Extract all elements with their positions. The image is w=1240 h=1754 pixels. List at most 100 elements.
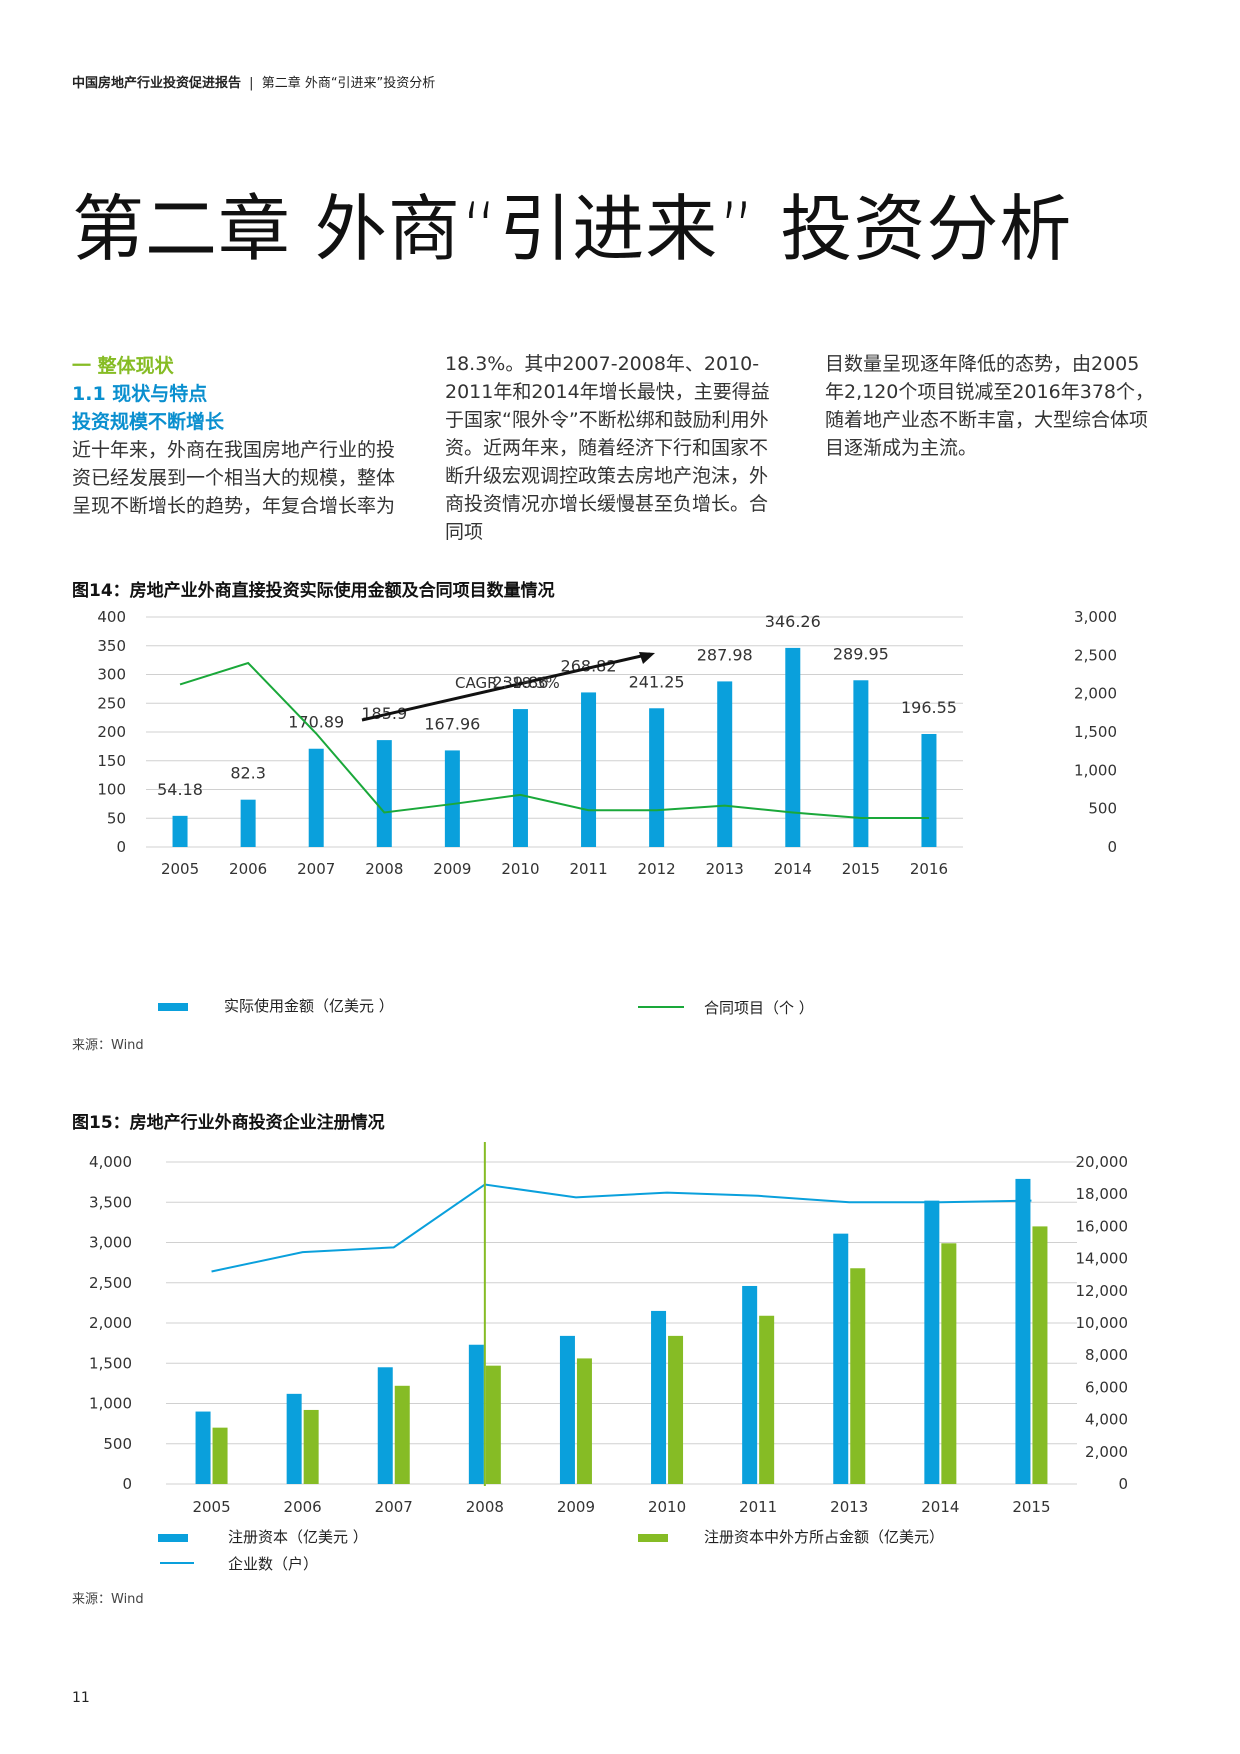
fig15-bar-registered-capital [468, 1344, 484, 1484]
fig14-bar [649, 708, 665, 847]
legend-label-company-count: 企业数（户） [228, 1555, 319, 1573]
fig15-bar-foreign-share [212, 1427, 228, 1484]
header-separator: | [249, 76, 254, 91]
fig14-left-tick-label: 50 [107, 809, 126, 827]
page-title: 第二章 外商“引进来” 投资分析 [72, 187, 1073, 271]
fig15-x-tick-label: 2009 [557, 1498, 595, 1516]
fig15-left-axis: 0 500 1,000 1,500 2,000 2,500 3,000 3,500 4,000 [89, 1153, 132, 1493]
fig14-data-labels: 54.1882.3170.89185.9167.96239.86268.8224… [157, 612, 957, 799]
fig14-data-label: 241.25 [629, 672, 685, 691]
fig14-chart: 0 50 100 150 200 250 300 350 400 0 500 1,000 1,500 2… [97, 608, 1117, 878]
fig15-right-tick-label: 20,000 [1076, 1153, 1129, 1171]
fig14-right-tick-label: 0 [1107, 838, 1117, 856]
fig15-left-tick-label: 2,500 [89, 1274, 132, 1292]
fig14-line [179, 661, 929, 820]
fig15-right-tick-label: 16,000 [1076, 1217, 1129, 1235]
fig15-right-axis: 0 2,000 4,000 6,000 8,000 10,000 12,000 14,000 1… [1076, 1153, 1129, 1493]
fig15-bars [195, 1178, 1048, 1484]
legend-label-line: 合同项目（个 ） [704, 999, 814, 1017]
fig15-right-tick-label: 0 [1118, 1475, 1128, 1493]
fig15-bar-registered-capital [924, 1200, 940, 1484]
fig14-left-tick-label: 400 [97, 608, 126, 626]
fig15-bar-registered-capital [286, 1393, 302, 1484]
fig14-title: 图14：房地产业外商直接投资实际使用金额及合同项目数量情况 [72, 581, 555, 601]
fig15-bar-foreign-share [576, 1358, 592, 1484]
page-number: 11 [72, 1690, 90, 1706]
fig14-x-tick-label: 2008 [365, 860, 403, 878]
section-heading: 一 整体现状 [72, 355, 174, 377]
fig14-x-tick-label: 2010 [501, 860, 539, 878]
fig14-data-label: 170.89 [288, 713, 344, 732]
fig15-line [211, 1183, 1032, 1273]
fig14-right-tick-label: 1,500 [1074, 723, 1117, 741]
fig15-right-tick-label: 12,000 [1076, 1282, 1129, 1300]
fig14-x-axis: 2005 2006 2007 2008 2009 2010 2011 2012 2013 2014… [161, 860, 948, 878]
intro-paragraph-1: 近十年来，外商在我国房地产行业的投资已经发展到一个相当大的规模，整体呈现不断增长… [72, 439, 396, 517]
intro-column-3: 目数量呈现逐年降低的态势，由2005年2,120个项目锐减至2016年378个，… [825, 350, 1155, 462]
fig14-left-tick-label: 250 [97, 694, 126, 712]
fig15-bar-registered-capital [651, 1310, 667, 1484]
fig14-x-tick-label: 2016 [910, 860, 948, 878]
fig15-right-tick-label: 4,000 [1085, 1411, 1128, 1429]
fig15-left-tick-label: 3,500 [89, 1193, 132, 1211]
fig15-gridlines [166, 1161, 1077, 1485]
intro-column-2: 18.3%。其中2007-2008年、2010-2011年和2014年增长最快，… [445, 350, 775, 546]
cagr-label: CAGR : 18.3% [455, 674, 560, 692]
fig14-data-label: 346.26 [765, 612, 821, 631]
fig14-x-tick-label: 2009 [433, 860, 471, 878]
fig15-chart: 05001,0001,5002,0002,5003,0003,5004,000 … [89, 1142, 1129, 1516]
fig15-bar-registered-capital [377, 1367, 393, 1484]
fig15-left-tick-label: 1,000 [89, 1395, 132, 1413]
fig14-bar [853, 680, 869, 847]
fig15-right-tick-label: 2,000 [1085, 1443, 1128, 1461]
fig14-bar [581, 692, 597, 847]
fig14-x-tick-label: 2005 [161, 860, 199, 878]
fig14-bar [240, 799, 256, 847]
fig15-bar-foreign-share [394, 1385, 410, 1484]
fig15-title: 图15：房地产行业外商投资企业注册情况 [72, 1113, 385, 1133]
fig14-bar [308, 748, 324, 847]
fig14-data-label: 167.96 [424, 714, 480, 733]
cagr-arrow: CAGR : 18.3% [361, 652, 655, 722]
fig15-bar-registered-capital [559, 1335, 575, 1484]
fig15-x-tick-label: 2005 [192, 1498, 230, 1516]
legend-swatch-company-count [160, 1562, 194, 1564]
report-name: 中国房地产行业投资促进报告 [72, 76, 242, 91]
legend-label-bar: 实际使用金额（亿美元 ） [224, 997, 394, 1015]
fig15-x-tick-label: 2007 [375, 1498, 413, 1516]
fig14-left-tick-label: 350 [97, 637, 126, 655]
fig15-bar-foreign-share [941, 1243, 957, 1484]
fig15-left-tick-label: 1,500 [89, 1354, 132, 1372]
fig15-x-tick-label: 2011 [739, 1498, 777, 1516]
fig15-x-axis: 2005 2006 2007 2008 2009 2010 2011 2013 2014 2015 [192, 1498, 1050, 1516]
fig14-right-tick-label: 2,500 [1074, 646, 1117, 664]
fig14-left-tick-label: 200 [97, 723, 126, 741]
fig15-x-tick-label: 2006 [284, 1498, 322, 1516]
fig15-bar-foreign-share [850, 1268, 866, 1484]
legend-swatch-bar [158, 1003, 188, 1011]
fig15-left-tick-label: 500 [103, 1435, 132, 1453]
fig14-source: 来源：Wind [72, 1038, 144, 1053]
fig15-right-tick-label: 10,000 [1076, 1314, 1129, 1332]
fig14-data-label: 82.3 [230, 764, 266, 783]
fig14-bars [172, 647, 937, 847]
legend-label-registered-capital: 注册资本（亿美元 ） [228, 1528, 368, 1546]
fig14-left-axis: 0 50 100 150 200 250 300 350 400 [97, 608, 126, 856]
fig15-line-series [211, 1183, 1032, 1273]
fig14-data-label: 287.98 [697, 645, 753, 664]
fig14-left-tick-label: 300 [97, 666, 126, 684]
fig14-data-label: 289.95 [833, 644, 889, 663]
legend-swatch-registered-capital [158, 1534, 188, 1542]
fig15-bar-registered-capital [833, 1233, 849, 1484]
fig14-right-tick-label: 500 [1088, 800, 1117, 818]
fig15-bar-foreign-share [485, 1365, 501, 1484]
fig14-x-tick-label: 2011 [569, 860, 607, 878]
fig14-right-tick-label: 3,000 [1074, 608, 1117, 626]
chapter-name: 第二章 外商“引进来”投资分析 [261, 76, 436, 91]
fig14-gridlines [146, 616, 963, 848]
fig15-right-tick-label: 14,000 [1076, 1250, 1129, 1268]
fig15-bar-foreign-share [1032, 1226, 1048, 1484]
intro-column-1: 一 整体现状 1.1 现状与特点 投资规模不断增长 近十年来，外商在我国房地产行… [72, 352, 402, 520]
cagr-arrowhead [639, 652, 655, 664]
fig14-data-label: 196.55 [901, 698, 957, 717]
